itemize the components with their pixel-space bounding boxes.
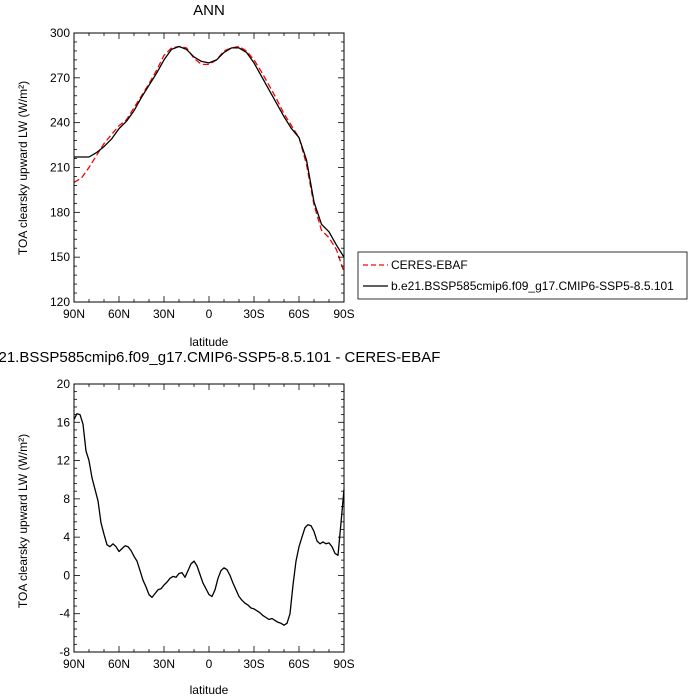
bottom-plot-area: 90N 60N 30N 0 30S 60S 90S -8 -4 0 4 8 12 16 20 <box>57 377 355 671</box>
bottom-x-tick-label: 0 <box>206 657 213 671</box>
bottom-y-tick-label: -4 <box>59 607 70 621</box>
top-x-axis-label: latitude <box>190 335 229 349</box>
top-x-tick-label: 90N <box>63 307 85 321</box>
legend-label-ceres: CERES-EBAF <box>391 258 468 272</box>
bottom-x-axis-label: latitude <box>190 683 229 697</box>
top-plot-frame <box>73 32 345 303</box>
legend-box <box>357 251 688 300</box>
bottom-series-line-0 <box>73 413 345 626</box>
top-y-tick-label: 300 <box>50 26 70 40</box>
top-y-tick-label: 240 <box>50 116 70 130</box>
top-series-line-0 <box>73 45 345 273</box>
top-chart-title: ANN <box>193 2 225 19</box>
bottom-y-tick-label: 0 <box>63 568 70 582</box>
top-x-tick-label: 30N <box>153 307 175 321</box>
top-x-tick-label: 0 <box>206 307 213 321</box>
bottom-x-tick-label: 30S <box>243 657 264 671</box>
top-x-tick-label: 90S <box>333 307 354 321</box>
top-x-tick-label: 30S <box>243 307 264 321</box>
bottom-x-tick-label: 90S <box>333 657 354 671</box>
bottom-y-tick-label: 4 <box>63 530 70 544</box>
top-x-tick-label: 60S <box>288 307 309 321</box>
top-y-tick-label: 120 <box>50 295 70 309</box>
bottom-plot-frame <box>73 383 345 653</box>
bottom-y-tick-label: 12 <box>57 454 71 468</box>
bottom-x-tick-label: 30N <box>153 657 175 671</box>
top-y-tick-label: 270 <box>50 71 70 85</box>
top-x-tick-label: 60N <box>108 307 130 321</box>
bottom-y-tick-label: 16 <box>57 415 71 429</box>
top-y-axis-label: TOA clearsky upward LW (W/m²) <box>16 81 30 255</box>
top-plot-area: 90N 60N 30N 0 30S 60S 90S 120 150 180 210 240 270 300 <box>50 26 355 321</box>
top-y-tick-label: 150 <box>50 250 70 264</box>
bottom-x-tick-label: 90N <box>63 657 85 671</box>
bottom-panel: b.e21.BSSP585cmip6.f09_g17.CMIP6-SSP5-8.… <box>0 349 440 697</box>
bottom-y-tick-label: -8 <box>59 645 70 659</box>
top-panel: ANN 90N 60N 30N 0 30S 60S 90S 120 150 180 210 240 27… <box>16 2 355 349</box>
bottom-x-tick-label: 60S <box>288 657 309 671</box>
bottom-x-tick-label: 60N <box>108 657 130 671</box>
bottom-chart-title: b.e21.BSSP585cmip6.f09_g17.CMIP6-SSP5-8.… <box>0 349 440 366</box>
top-y-tick-label: 180 <box>50 205 70 219</box>
bottom-y-tick-label: 20 <box>57 377 71 391</box>
bottom-y-tick-label: 8 <box>63 492 70 506</box>
legend-label-model: b.e21.BSSP585cmip6.f09_g17.CMIP6-SSP5-8.… <box>391 279 674 293</box>
bottom-y-axis-label: TOA clearsky upward LW (W/m²) <box>16 434 30 608</box>
top-y-tick-label: 210 <box>50 161 70 175</box>
top-series-line-1 <box>74 45 345 258</box>
legend: CERES-EBAF b.e21.BSSP585cmip6.f09_g17.CM… <box>357 251 688 300</box>
